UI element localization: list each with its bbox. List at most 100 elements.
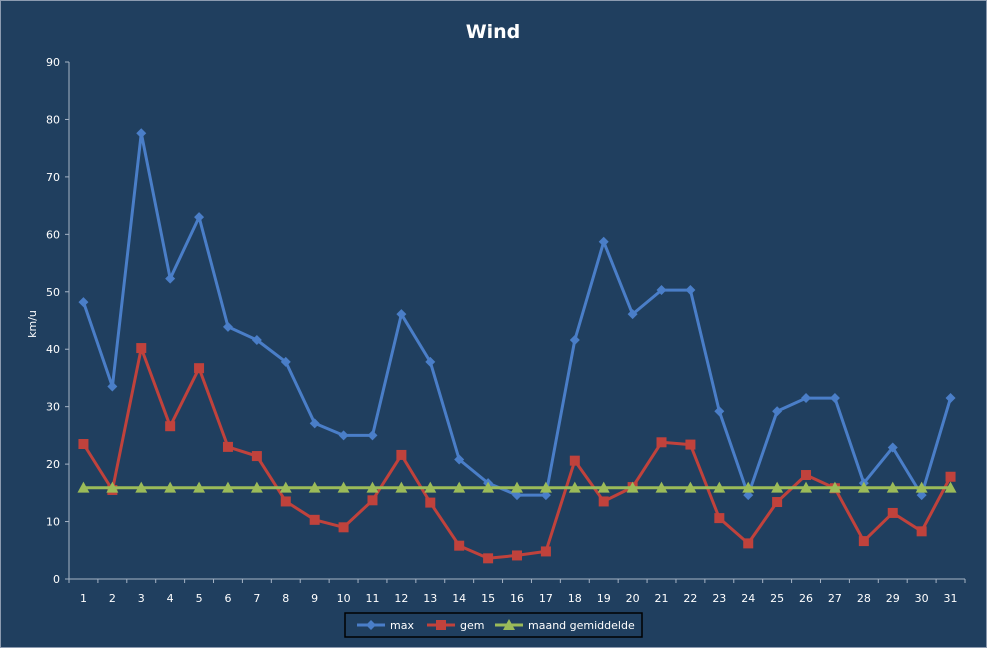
data-point bbox=[338, 522, 349, 533]
x-tick-label: 13 bbox=[423, 592, 437, 605]
data-point bbox=[858, 536, 869, 547]
data-point bbox=[309, 418, 320, 429]
x-tick-label: 9 bbox=[311, 592, 318, 605]
data-point bbox=[280, 496, 291, 507]
y-tick-label: 0 bbox=[53, 573, 60, 586]
series-line bbox=[82, 131, 952, 497]
data-point bbox=[857, 481, 870, 493]
y-tick-label: 60 bbox=[46, 228, 60, 241]
x-tick-label: 2 bbox=[109, 592, 116, 605]
data-point bbox=[251, 335, 262, 346]
data-point bbox=[597, 481, 610, 493]
data-point bbox=[772, 497, 783, 508]
data-point bbox=[772, 406, 783, 417]
data-point bbox=[482, 481, 495, 493]
data-point bbox=[801, 393, 812, 404]
data-point bbox=[194, 212, 205, 223]
data-point bbox=[135, 481, 148, 493]
data-point bbox=[598, 496, 609, 507]
x-tick-label: 31 bbox=[944, 592, 958, 605]
data-point bbox=[453, 481, 466, 493]
legend-entry: max bbox=[357, 619, 414, 632]
x-tick-label: 10 bbox=[337, 592, 351, 605]
legend-entry: maand gemiddelde bbox=[495, 619, 635, 632]
data-point bbox=[886, 481, 899, 493]
data-point bbox=[165, 273, 176, 284]
series-2 bbox=[77, 481, 957, 493]
x-tick-label: 21 bbox=[655, 592, 669, 605]
series-0 bbox=[78, 128, 956, 501]
data-point bbox=[425, 497, 436, 508]
data-point bbox=[916, 526, 927, 537]
x-tick-label: 12 bbox=[394, 592, 408, 605]
data-point bbox=[887, 507, 898, 518]
data-point bbox=[454, 540, 465, 551]
y-tick-label: 40 bbox=[46, 343, 60, 356]
data-point bbox=[685, 439, 696, 450]
data-point bbox=[106, 481, 119, 493]
data-point bbox=[539, 481, 552, 493]
data-point bbox=[280, 356, 291, 367]
data-point bbox=[801, 470, 812, 481]
data-point bbox=[511, 481, 523, 493]
data-point bbox=[483, 553, 494, 564]
y-tick-label: 10 bbox=[46, 516, 60, 529]
data-point bbox=[396, 309, 407, 320]
x-tick-label: 28 bbox=[857, 592, 871, 605]
x-tick-label: 29 bbox=[886, 592, 900, 605]
legend-label: gem bbox=[460, 619, 484, 632]
x-tick-label: 3 bbox=[138, 592, 145, 605]
y-axis-title: km/u bbox=[26, 310, 39, 338]
data-point bbox=[193, 481, 206, 493]
data-point bbox=[656, 437, 667, 448]
x-tick-label: 16 bbox=[510, 592, 524, 605]
series-1 bbox=[78, 343, 956, 564]
legend-label: max bbox=[390, 619, 414, 632]
legend-swatch-marker bbox=[503, 619, 515, 630]
data-point bbox=[540, 546, 551, 557]
data-point bbox=[77, 481, 90, 493]
data-point bbox=[78, 439, 89, 450]
x-tick-label: 19 bbox=[597, 592, 611, 605]
x-tick-label: 11 bbox=[365, 592, 379, 605]
x-tick-label: 24 bbox=[741, 592, 755, 605]
data-point bbox=[626, 481, 639, 493]
data-point bbox=[771, 481, 784, 493]
data-point bbox=[742, 481, 755, 493]
data-point bbox=[713, 481, 726, 493]
data-point bbox=[714, 406, 725, 417]
data-point bbox=[829, 393, 840, 404]
data-point bbox=[251, 451, 262, 462]
data-point bbox=[828, 481, 841, 493]
data-point bbox=[222, 321, 233, 332]
x-tick-label: 30 bbox=[915, 592, 929, 605]
data-point bbox=[656, 285, 667, 296]
legend-swatch-marker bbox=[436, 620, 446, 630]
data-point bbox=[685, 285, 696, 296]
x-tick-label: 25 bbox=[770, 592, 784, 605]
x-tick-label: 27 bbox=[828, 592, 842, 605]
y-tick-label: 30 bbox=[46, 401, 60, 414]
data-point bbox=[568, 481, 581, 493]
x-tick-label: 18 bbox=[568, 592, 582, 605]
data-point bbox=[512, 550, 522, 561]
legend-swatch-marker bbox=[366, 620, 376, 630]
x-tick-label: 14 bbox=[452, 592, 466, 605]
data-point bbox=[424, 481, 437, 493]
data-point bbox=[915, 481, 928, 493]
data-point bbox=[569, 335, 580, 346]
data-point bbox=[945, 393, 956, 404]
data-point bbox=[684, 481, 697, 493]
data-point bbox=[396, 449, 407, 460]
x-tick-label: 20 bbox=[626, 592, 640, 605]
data-point bbox=[598, 236, 609, 247]
data-point bbox=[136, 128, 147, 139]
x-tick-label: 15 bbox=[481, 592, 495, 605]
data-point bbox=[250, 481, 263, 493]
data-point bbox=[454, 454, 465, 465]
legend-entry: gem bbox=[427, 619, 484, 632]
x-tick-label: 1 bbox=[80, 592, 87, 605]
legend-label: maand gemiddelde bbox=[528, 619, 635, 632]
